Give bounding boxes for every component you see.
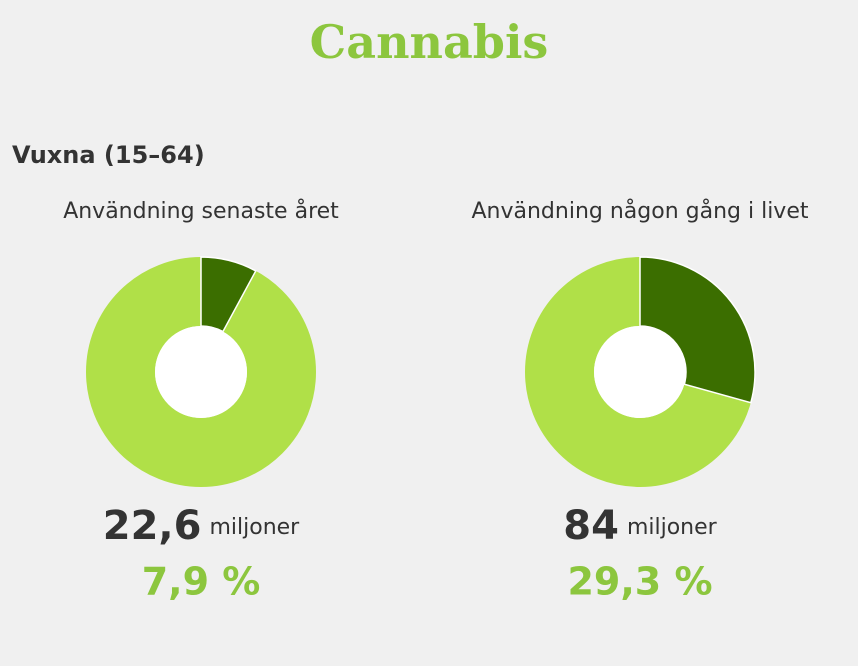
count-value: 84: [563, 503, 619, 549]
count-unit: miljoner: [627, 515, 718, 540]
chart-title: Användning någon gång i livet: [471, 198, 808, 224]
percent-label: 29,3 %: [567, 560, 712, 604]
donut-segment: [200, 256, 257, 333]
donut-hole: [594, 326, 686, 418]
count-value: 22,6: [103, 503, 202, 549]
count-unit: miljoner: [209, 515, 300, 540]
donut-hole: [155, 326, 247, 418]
page-title: Cannabis: [310, 15, 549, 69]
count-label: 84 miljoner: [563, 503, 717, 549]
percent-label: 7,9 %: [142, 560, 261, 604]
subtitle: Vuxna (15–64): [12, 141, 205, 169]
chart-title: Användning senaste året: [63, 198, 339, 224]
count-label: 22,6 miljoner: [103, 503, 300, 549]
